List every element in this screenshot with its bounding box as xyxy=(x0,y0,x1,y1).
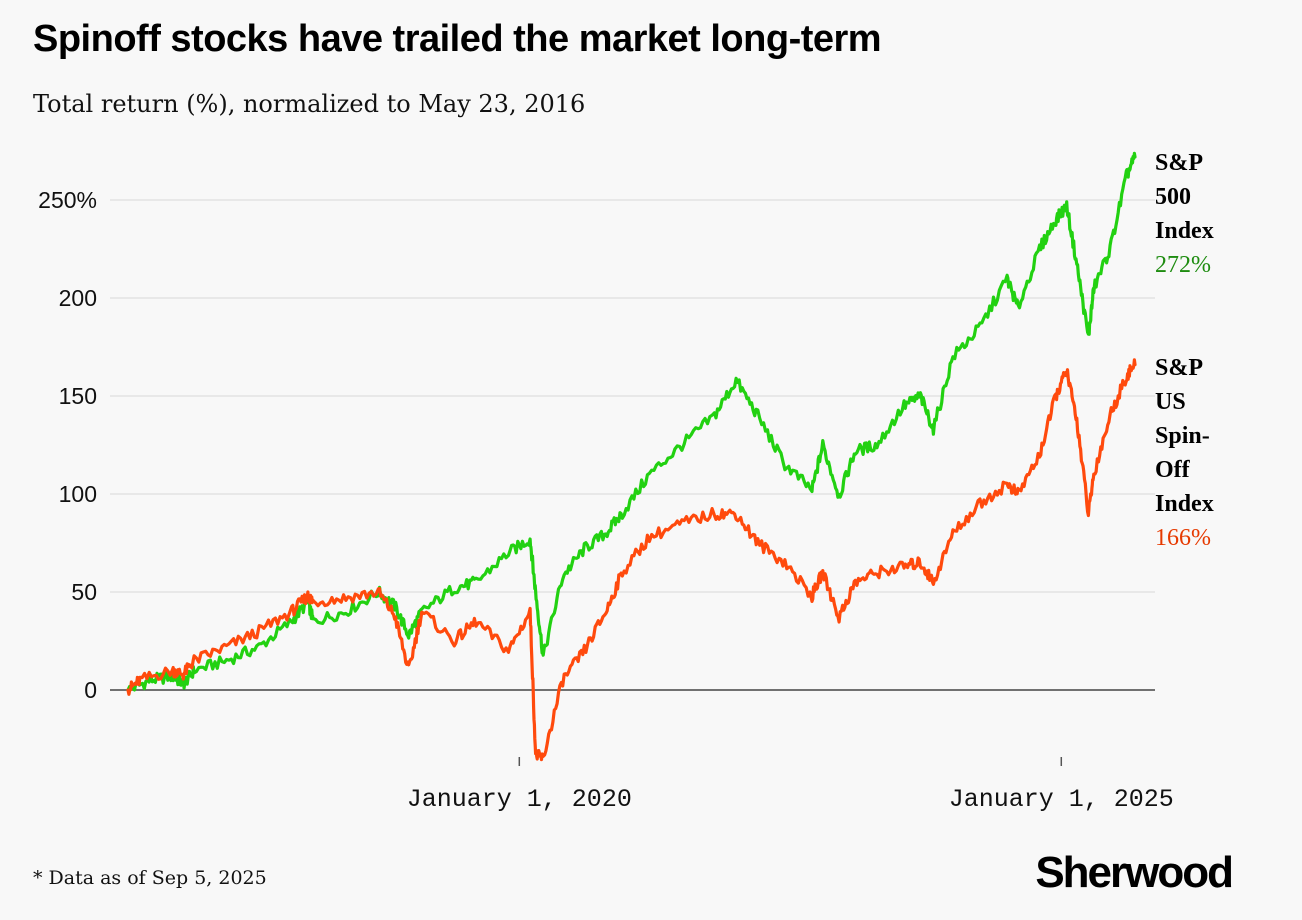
x-tick-label: January 1, 2020 xyxy=(407,785,632,814)
series-layer xyxy=(126,151,1137,762)
brand-logo: Sherwood xyxy=(1035,848,1234,897)
chart-title: Spinoff stocks have trailed the market l… xyxy=(33,18,882,60)
series-line-spinoff xyxy=(126,358,1137,762)
footnote: * Data as of Sep 5, 2025 xyxy=(33,867,267,889)
y-tick-label: 200 xyxy=(59,285,97,311)
y-tick-label: 100 xyxy=(59,481,97,507)
series-label-line: S&P xyxy=(1155,150,1203,176)
series-label-line: 500 xyxy=(1155,184,1191,210)
label-layer: S&P 500 Index 272% S&P US Spin- Off Index 166% xyxy=(1155,150,1214,551)
grid-layer xyxy=(110,199,1155,691)
chart-subtitle: Total return (%), normalized to May 23, … xyxy=(33,90,586,118)
y-tick-label: 50 xyxy=(71,579,97,605)
x-tick-label: January 1, 2025 xyxy=(949,785,1174,814)
series-label-line: Spin- xyxy=(1155,423,1210,449)
axis-layer: 0 50 100 150 200 250% January 1, 2020 January 1… xyxy=(38,187,1174,814)
series-label-line: Index xyxy=(1155,491,1214,517)
series-end-value: 166% xyxy=(1155,525,1211,551)
series-label-line: S&P xyxy=(1155,355,1203,381)
series-label-line: Index xyxy=(1155,218,1214,244)
y-tick-label: 0 xyxy=(84,677,97,703)
series-end-value: 272% xyxy=(1155,252,1211,278)
series-label-line: US xyxy=(1155,389,1186,415)
series-line-sp500 xyxy=(126,151,1137,692)
y-tick-label: 150 xyxy=(59,383,97,409)
series-label-line: Off xyxy=(1155,457,1191,483)
y-tick-label: 250% xyxy=(38,187,97,213)
